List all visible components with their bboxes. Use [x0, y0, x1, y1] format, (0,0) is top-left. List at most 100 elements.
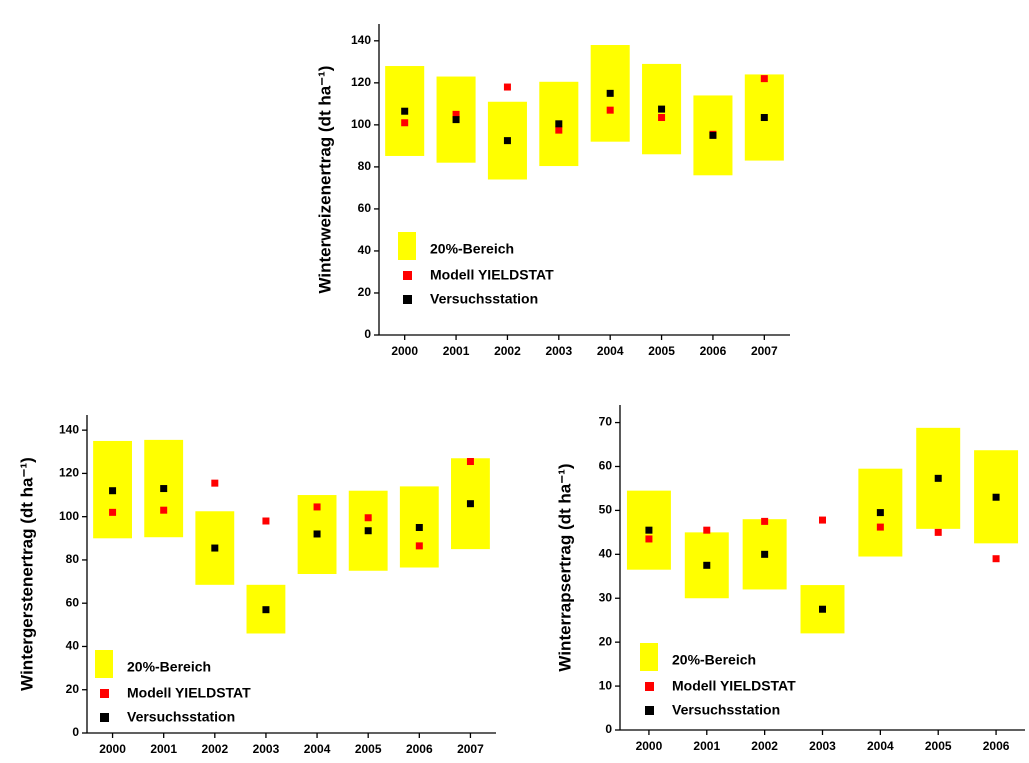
y-tick-label: 30: [599, 590, 613, 604]
y-tick-label: 100: [59, 509, 79, 523]
point: [313, 530, 321, 538]
point: [658, 105, 666, 113]
point: [934, 474, 942, 482]
x-tick-label: 2004: [867, 739, 894, 753]
x-tick-label: 2000: [636, 739, 663, 753]
legend-label: 20%-Bereich: [672, 652, 756, 668]
x-tick-label: 2002: [494, 344, 521, 358]
point: [658, 114, 666, 122]
point: [160, 485, 168, 493]
legend-swatch: [403, 295, 412, 304]
point: [452, 110, 460, 118]
legend-swatch: [100, 689, 109, 698]
y-tick-label: 0: [605, 722, 612, 736]
point: [211, 544, 219, 552]
y-tick-label: 0: [72, 725, 79, 739]
y-tick-label: 40: [358, 243, 372, 257]
point: [503, 83, 511, 91]
y-tick-label: 120: [59, 466, 79, 480]
point: [760, 114, 768, 122]
y-tick-label: 40: [66, 639, 80, 653]
legend-label: Modell YIELDSTAT: [672, 678, 796, 694]
legend-swatch: [640, 643, 658, 671]
point: [606, 106, 614, 114]
point: [760, 75, 768, 83]
point: [415, 523, 423, 531]
point: [992, 555, 1000, 563]
y-tick-label: 40: [599, 546, 613, 560]
x-tick-label: 2003: [253, 742, 280, 756]
y-tick-label: 20: [599, 634, 613, 648]
legend-swatch: [403, 271, 412, 280]
y-tick-label: 10: [599, 678, 613, 692]
y-tick-label: 60: [358, 201, 372, 215]
x-tick-label: 2007: [457, 742, 484, 756]
legend-label: Versuchsstation: [127, 709, 235, 725]
x-tick-label: 2002: [751, 739, 778, 753]
legend-label: 20%-Bereich: [430, 241, 514, 257]
point: [452, 116, 460, 124]
y-tick-label: 20: [66, 682, 80, 696]
x-tick-label: 2005: [355, 742, 382, 756]
point: [819, 605, 826, 613]
y-tick-label: 0: [364, 327, 371, 341]
point: [606, 89, 614, 97]
x-tick-label: 2001: [150, 742, 177, 756]
x-tick-label: 2005: [925, 739, 952, 753]
point: [415, 542, 423, 550]
x-tick-label: 2003: [809, 739, 836, 753]
point: [364, 527, 372, 535]
x-tick-label: 2006: [700, 344, 727, 358]
x-tick-label: 2006: [406, 742, 433, 756]
x-tick-label: 2006: [983, 739, 1010, 753]
x-tick-label: 2001: [693, 739, 720, 753]
legend-label: Versuchsstation: [672, 702, 780, 718]
legend-swatch: [95, 650, 113, 678]
y-tick-label: 80: [358, 159, 372, 173]
point: [466, 458, 474, 466]
point: [109, 487, 117, 495]
legend-swatch: [645, 682, 654, 691]
point: [160, 506, 168, 514]
x-tick-label: 2000: [391, 344, 418, 358]
y-tick-label: 60: [599, 459, 613, 473]
point: [645, 535, 653, 543]
point: [109, 508, 117, 516]
legend-label: Modell YIELDSTAT: [430, 267, 554, 283]
legend-swatch: [398, 232, 416, 260]
y-tick-label: 140: [59, 422, 79, 436]
point: [503, 137, 511, 145]
x-tick-label: 2004: [304, 742, 331, 756]
y-axis-title: Winterrapsertrag (dt ha⁻¹): [555, 463, 574, 671]
x-tick-label: 2005: [648, 344, 675, 358]
y-axis-title: Winterweizenertrag (dt ha⁻¹): [315, 66, 334, 294]
point: [313, 503, 321, 511]
y-tick-label: 140: [351, 33, 371, 47]
point: [211, 479, 219, 487]
x-tick-label: 2007: [751, 344, 778, 358]
x-tick-label: 2002: [201, 742, 228, 756]
point: [401, 107, 409, 115]
y-tick-label: 70: [599, 415, 613, 429]
point: [761, 517, 769, 525]
y-tick-label: 20: [358, 285, 372, 299]
x-tick-label: 2001: [443, 344, 470, 358]
point: [401, 119, 409, 127]
point: [876, 523, 884, 531]
point: [555, 120, 563, 128]
point: [364, 514, 372, 522]
x-tick-label: 2003: [545, 344, 572, 358]
point: [466, 500, 474, 508]
x-tick-label: 2004: [597, 344, 624, 358]
point: [819, 516, 826, 524]
y-axis-title: Wintergerstenertrag (dt ha⁻¹): [17, 457, 36, 691]
point: [703, 526, 711, 534]
legend-label: Versuchsstation: [430, 291, 538, 307]
y-tick-label: 100: [351, 117, 371, 131]
point: [645, 526, 653, 534]
legend-label: 20%-Bereich: [127, 659, 211, 675]
y-tick-label: 120: [351, 75, 371, 89]
point: [555, 126, 563, 134]
y-tick-label: 60: [66, 595, 80, 609]
